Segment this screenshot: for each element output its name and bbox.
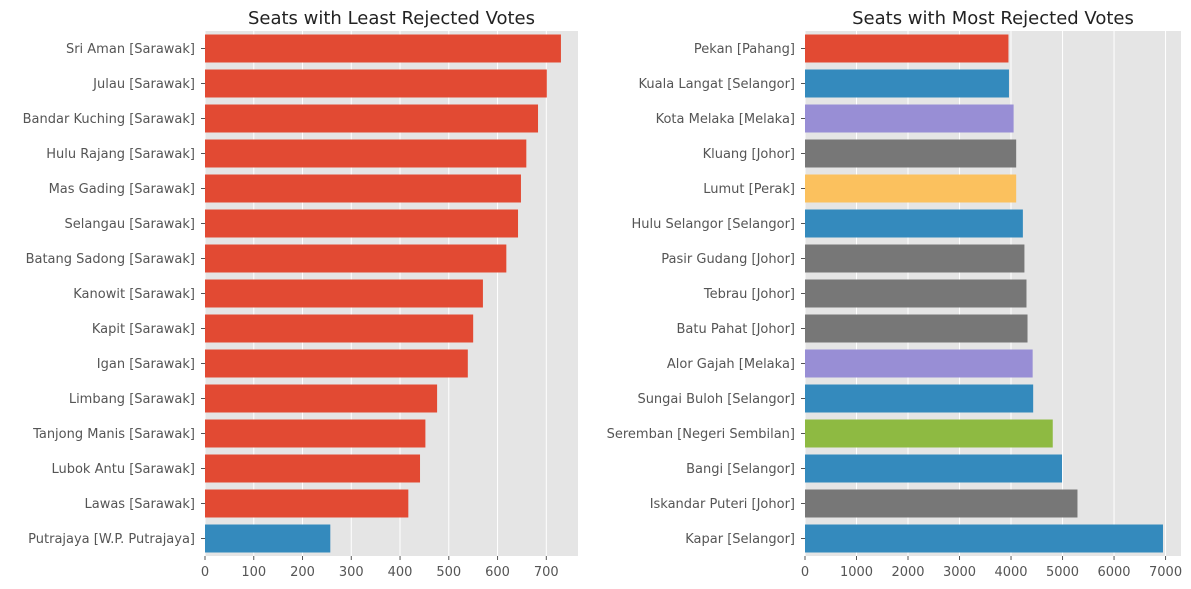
y-tick-label: Putrajaya [W.P. Putrajaya] [28, 532, 195, 547]
bar-most-13 [805, 454, 1063, 483]
bar-most-3 [805, 104, 1014, 133]
bar-most-7 [805, 244, 1025, 273]
y-tick-label: Iskandar Puteri [Johor] [650, 497, 795, 512]
y-tick-label: Kuala Langat [Selangor] [639, 77, 795, 92]
x-tick-label: 400 [388, 565, 413, 580]
x-tick-label: 300 [339, 565, 364, 580]
bar-least-8 [205, 279, 483, 308]
bar-most-11 [805, 384, 1034, 413]
bar-most-9 [805, 314, 1028, 343]
bar-least-7 [205, 244, 507, 273]
x-tick-label: 100 [241, 565, 266, 580]
x-tick-label: 0 [201, 565, 209, 580]
bar-most-6 [805, 209, 1023, 238]
y-tick-label: Sungai Buloh [Selangor] [637, 392, 795, 407]
bar-least-1 [205, 34, 561, 63]
x-tick-label: 4000 [994, 565, 1027, 580]
x-tick-label: 6000 [1097, 565, 1130, 580]
y-tick-label: Batang Sadong [Sarawak] [26, 252, 195, 267]
bar-least-4 [205, 139, 527, 168]
bar-least-3 [205, 104, 539, 133]
bar-least-5 [205, 174, 521, 203]
y-tick-label: Seremban [Negeri Sembilan] [607, 427, 795, 442]
bar-least-11 [205, 384, 438, 413]
y-tick-label: Pekan [Pahang] [694, 42, 795, 57]
bar-most-14 [805, 489, 1078, 518]
x-tick-label: 600 [485, 565, 510, 580]
y-tick-label: Kota Melaka [Melaka] [656, 112, 795, 127]
chart-title: Seats with Least Rejected Votes [248, 8, 535, 29]
y-tick-label: Alor Gajah [Melaka] [667, 357, 795, 372]
x-tick-label: 5000 [1046, 565, 1079, 580]
bar-least-15 [205, 524, 331, 553]
y-tick-label: Sri Aman [Sarawak] [66, 42, 195, 57]
x-tick-label: 1000 [840, 565, 873, 580]
bar-least-10 [205, 349, 468, 378]
x-tick-label: 500 [436, 565, 461, 580]
y-tick-label: Hulu Rajang [Sarawak] [46, 147, 195, 162]
y-tick-label: Tebrau [Johor] [703, 287, 795, 302]
bar-most-5 [805, 174, 1017, 203]
y-tick-label: Igan [Sarawak] [97, 357, 195, 372]
chart-most-rejected: 0 1000 2000 3000 4000 5000 6000 7000 Pekan [Paha… [607, 8, 1182, 580]
y-tick-label: Bangi [Selangor] [686, 462, 795, 477]
bar-most-12 [805, 419, 1053, 448]
bar-least-2 [205, 69, 547, 98]
y-tick-label: Limbang [Sarawak] [69, 392, 195, 407]
y-tick-label: Tanjong Manis [Sarawak] [32, 427, 195, 442]
bar-least-12 [205, 419, 426, 448]
bar-most-2 [805, 69, 1009, 98]
x-tick-label: 700 [534, 565, 559, 580]
x-tick-label: 3000 [943, 565, 976, 580]
bar-most-8 [805, 279, 1027, 308]
y-tick-label: Selangau [Sarawak] [65, 217, 195, 232]
y-tick-label: Kanowit [Sarawak] [73, 287, 195, 302]
bar-most-15 [805, 524, 1163, 553]
chart-least-rejected: 0 100 200 300 400 500 600 700 Sri Aman [Sarawak]… [23, 8, 578, 580]
y-tick-label: Kapar [Selangor] [685, 532, 795, 547]
bar-least-9 [205, 314, 474, 343]
x-tick-label: 200 [290, 565, 315, 580]
bar-least-14 [205, 489, 409, 518]
y-tick-label: Lubok Antu [Sarawak] [51, 462, 195, 477]
y-tick-label: Lumut [Perak] [703, 182, 795, 197]
chart-title: Seats with Most Rejected Votes [852, 8, 1134, 29]
bar-most-4 [805, 139, 1017, 168]
y-tick-label: Lawas [Sarawak] [84, 497, 195, 512]
x-tick-label: 2000 [891, 565, 924, 580]
y-tick-label: Batu Pahat [Johor] [677, 322, 795, 337]
bar-most-10 [805, 349, 1033, 378]
x-tick-label: 7000 [1149, 565, 1182, 580]
bar-most-1 [805, 34, 1009, 63]
x-tick-label: 0 [801, 565, 809, 580]
y-tick-label: Bandar Kuching [Sarawak] [23, 112, 195, 127]
y-tick-label: Kluang [Johor] [703, 147, 795, 162]
y-tick-label: Kapit [Sarawak] [92, 322, 195, 337]
bar-least-6 [205, 209, 519, 238]
y-tick-label: Hulu Selangor [Selangor] [631, 217, 795, 232]
y-tick-label: Julau [Sarawak] [92, 77, 195, 92]
y-tick-label: Mas Gading [Sarawak] [49, 182, 195, 197]
bar-least-13 [205, 454, 421, 483]
y-tick-label: Pasir Gudang [Johor] [661, 252, 795, 267]
